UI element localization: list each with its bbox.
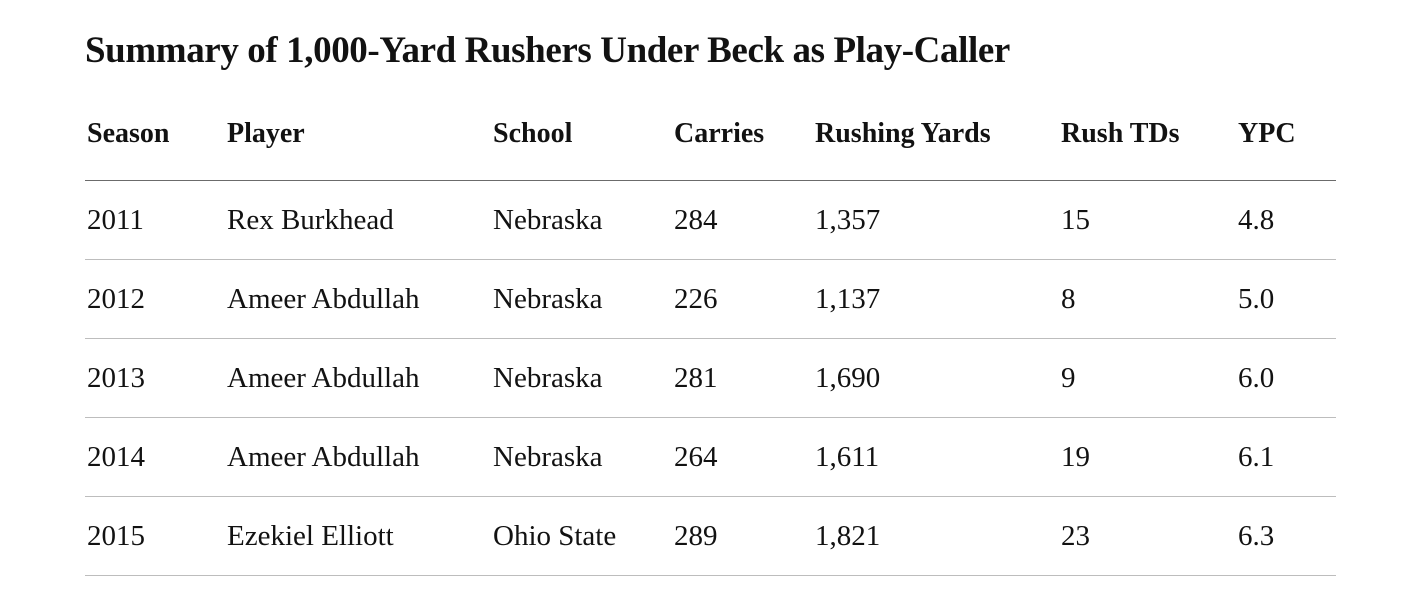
cell-rushing-yards: 1,611 xyxy=(813,417,1059,497)
cell-carries: 226 xyxy=(672,259,813,339)
table-header: Season Player School Carries Rushing Yar… xyxy=(85,114,1336,181)
cell-rush-tds: 9 xyxy=(1059,338,1236,418)
cell-carries: 264 xyxy=(672,417,813,497)
cell-ypc: 5.0 xyxy=(1236,259,1336,339)
cell-season: 2015 xyxy=(85,496,225,576)
table-row: 2015 Ezekiel Elliott Ohio State 289 1,82… xyxy=(85,496,1336,576)
cell-ypc: 6.0 xyxy=(1236,338,1336,418)
column-header-player: Player xyxy=(225,114,491,181)
rushers-table: Season Player School Carries Rushing Yar… xyxy=(85,114,1336,576)
table-container: Summary of 1,000-Yard Rushers Under Beck… xyxy=(85,28,1336,576)
cell-player: Ameer Abdullah xyxy=(225,338,491,418)
column-header-season: Season xyxy=(85,114,225,181)
cell-rush-tds: 8 xyxy=(1059,259,1236,339)
table-row: 2013 Ameer Abdullah Nebraska 281 1,690 9… xyxy=(85,338,1336,418)
cell-season: 2014 xyxy=(85,417,225,497)
cell-school: Nebraska xyxy=(491,180,672,260)
cell-rush-tds: 23 xyxy=(1059,496,1236,576)
cell-carries: 284 xyxy=(672,180,813,260)
cell-player: Ameer Abdullah xyxy=(225,259,491,339)
cell-season: 2013 xyxy=(85,338,225,418)
column-header-carries: Carries xyxy=(672,114,813,181)
cell-school: Nebraska xyxy=(491,259,672,339)
column-header-ypc: YPC xyxy=(1236,114,1336,181)
cell-rushing-yards: 1,357 xyxy=(813,180,1059,260)
cell-ypc: 4.8 xyxy=(1236,180,1336,260)
cell-rushing-yards: 1,137 xyxy=(813,259,1059,339)
column-header-school: School xyxy=(491,114,672,181)
table-row: 2012 Ameer Abdullah Nebraska 226 1,137 8… xyxy=(85,259,1336,339)
cell-season: 2012 xyxy=(85,259,225,339)
cell-ypc: 6.3 xyxy=(1236,496,1336,576)
table-title: Summary of 1,000-Yard Rushers Under Beck… xyxy=(85,30,1010,71)
cell-rush-tds: 15 xyxy=(1059,180,1236,260)
cell-carries: 281 xyxy=(672,338,813,418)
cell-player: Rex Burkhead xyxy=(225,180,491,260)
cell-ypc: 6.1 xyxy=(1236,417,1336,497)
cell-player: Ameer Abdullah xyxy=(225,417,491,497)
cell-rushing-yards: 1,821 xyxy=(813,496,1059,576)
column-header-rushing-yards: Rushing Yards xyxy=(813,114,1059,181)
cell-carries: 289 xyxy=(672,496,813,576)
cell-rush-tds: 19 xyxy=(1059,417,1236,497)
header-row: Season Player School Carries Rushing Yar… xyxy=(85,114,1336,181)
table-body: 2011 Rex Burkhead Nebraska 284 1,357 15 … xyxy=(85,180,1336,576)
column-header-rush-tds: Rush TDs xyxy=(1059,114,1236,181)
cell-player: Ezekiel Elliott xyxy=(225,496,491,576)
cell-school: Nebraska xyxy=(491,338,672,418)
cell-season: 2011 xyxy=(85,180,225,260)
table-row: 2011 Rex Burkhead Nebraska 284 1,357 15 … xyxy=(85,180,1336,260)
cell-school: Nebraska xyxy=(491,417,672,497)
cell-rushing-yards: 1,690 xyxy=(813,338,1059,418)
cell-school: Ohio State xyxy=(491,496,672,576)
table-row: 2014 Ameer Abdullah Nebraska 264 1,611 1… xyxy=(85,417,1336,497)
